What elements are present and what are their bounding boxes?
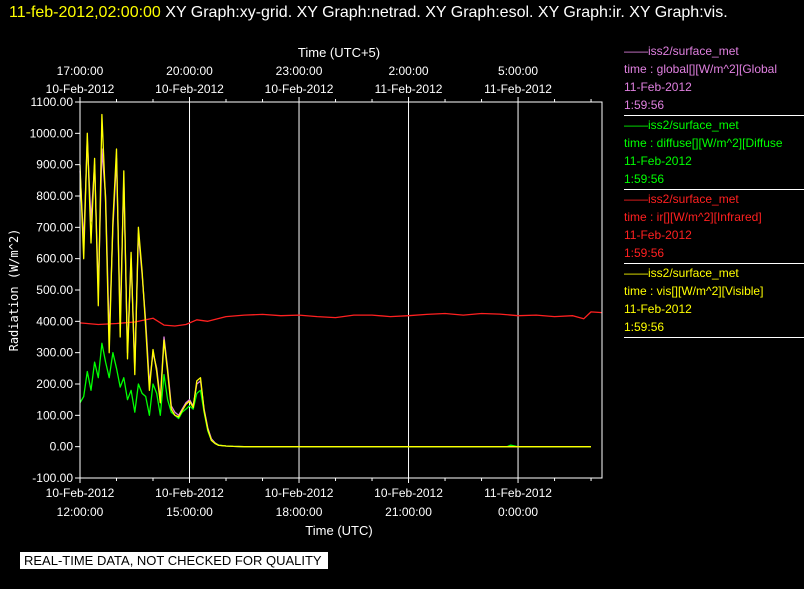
legend-source: ——iss2/surface_met: [624, 192, 739, 206]
x-tick-label-time: 12:00:00: [57, 505, 104, 519]
y-tick-label: 1000.00: [30, 126, 74, 140]
x-top-tick-label-time: 23:00:00: [276, 64, 323, 78]
y-tick-label: -100.00: [32, 471, 73, 485]
legend-item-diffuse: ——iss2/surface_met time : diffuse[][W/m^…: [624, 116, 804, 190]
y-tick-label: 600.00: [36, 252, 73, 266]
series-line-diffuse: [79, 342, 591, 448]
legend: ——iss2/surface_met time : global[][W/m^2…: [624, 42, 804, 338]
x-tick-label-date: 10-Feb-2012: [265, 486, 334, 500]
legend-date: 11-Feb-2012: [624, 228, 692, 242]
x-top-tick-label-date: 11-Feb-2012: [484, 82, 552, 96]
x-tick-label-time: 21:00:00: [385, 505, 432, 519]
legend-field: time : ir[][W/m^2][Infrared]: [624, 210, 762, 224]
x-axis-bottom: 10-Feb-2012 12:00:00 10-Feb-2012 15:00:00 10…: [46, 478, 592, 519]
legend-source: ——iss2/surface_met: [624, 44, 739, 58]
legend-date: 11-Feb-2012: [624, 302, 692, 316]
legend-time: 1:59:56: [624, 246, 665, 260]
y-axis: -100.00 0.00 100.00 200.00 300.00 400.00 500.0…: [30, 95, 80, 485]
y-tick-label: 700.00: [36, 220, 73, 234]
x-top-tick-label-date: 10-Feb-2012: [46, 82, 115, 96]
y-tick-label: 400.00: [36, 314, 73, 328]
y-tick-label: 100.00: [36, 408, 73, 422]
x-tick-label-date: 10-Feb-2012: [46, 486, 115, 500]
timestamp: 11-feb-2012,02:00:00: [9, 4, 161, 21]
y-axis-label: Radiation (W/m^2): [7, 229, 21, 352]
y-tick-label: 1100.00: [31, 95, 74, 109]
legend-item-vis: ——iss2/surface_met time : vis[][W/m^2][V…: [624, 264, 804, 338]
y-tick-label: 0.00: [50, 440, 74, 454]
plot-frame: [79, 101, 603, 479]
x-tick-label-time: 18:00:00: [276, 505, 323, 519]
y-tick-label: 500.00: [36, 283, 73, 297]
series-line-global: [79, 138, 591, 448]
quality-notice: REAL-TIME DATA, NOT CHECKED FOR QUALITY: [20, 552, 328, 569]
x-top-tick-label-time: 20:00:00: [166, 64, 213, 78]
page-title: 11-feb-2012,02:00:00 XY Graph:xy-grid. X…: [9, 2, 799, 24]
x-top-tick-label-date: 10-Feb-2012: [155, 82, 224, 96]
legend-item-ir: ——iss2/surface_met time : ir[][W/m^2][In…: [624, 190, 804, 264]
series-lines: [79, 113, 603, 448]
x-top-tick-label-time: 17:00:00: [57, 64, 104, 78]
legend-time: 1:59:56: [624, 172, 665, 186]
legend-field: time : vis[][W/m^2][Visible]: [624, 284, 764, 298]
x-axis-label: Time (UTC): [305, 523, 372, 538]
x-top-tick-label-time: 2:00:00: [389, 64, 429, 78]
x-top-tick-label-date: 10-Feb-2012: [265, 82, 334, 96]
x-top-tick-label-date: 11-Feb-2012: [375, 82, 443, 96]
legend-field: time : diffuse[][W/m^2][Diffuse: [624, 136, 783, 150]
x-tick-label-date: 11-Feb-2012: [484, 486, 552, 500]
x-tick-label-date: 10-Feb-2012: [155, 486, 224, 500]
legend-date: 11-Feb-2012: [624, 154, 692, 168]
x-axis-top-label: Time (UTC+5): [298, 45, 380, 60]
x-axis-top: 17:00:00 10-Feb-2012 20:00:00 10-Feb-2012 23…: [46, 64, 592, 102]
legend-time: 1:59:56: [624, 320, 665, 334]
legend-date: 11-Feb-2012: [624, 80, 692, 94]
y-tick-label: 300.00: [36, 346, 73, 360]
y-tick-label: 900.00: [36, 158, 73, 172]
y-tick-label: 200.00: [36, 377, 73, 391]
x-tick-label-time: 0:00:00: [498, 505, 538, 519]
x-tick-label-date: 10-Feb-2012: [374, 486, 443, 500]
series-line-ir: [79, 311, 603, 327]
legend-time: 1:59:56: [624, 98, 665, 112]
legend-field: time : global[][W/m^2][Global: [624, 62, 778, 76]
series-line-vis: [79, 113, 591, 448]
legend-source: ——iss2/surface_met: [624, 266, 739, 280]
x-tick-label-time: 15:00:00: [166, 505, 213, 519]
x-top-tick-label-time: 5:00:00: [498, 64, 538, 78]
legend-item-global: ——iss2/surface_met time : global[][W/m^2…: [624, 42, 804, 116]
legend-source: ——iss2/surface_met: [624, 118, 739, 132]
graph-list: XY Graph:xy-grid. XY Graph:netrad. XY Gr…: [160, 4, 728, 21]
grid-lines: [189, 102, 519, 478]
y-tick-label: 800.00: [36, 189, 73, 203]
